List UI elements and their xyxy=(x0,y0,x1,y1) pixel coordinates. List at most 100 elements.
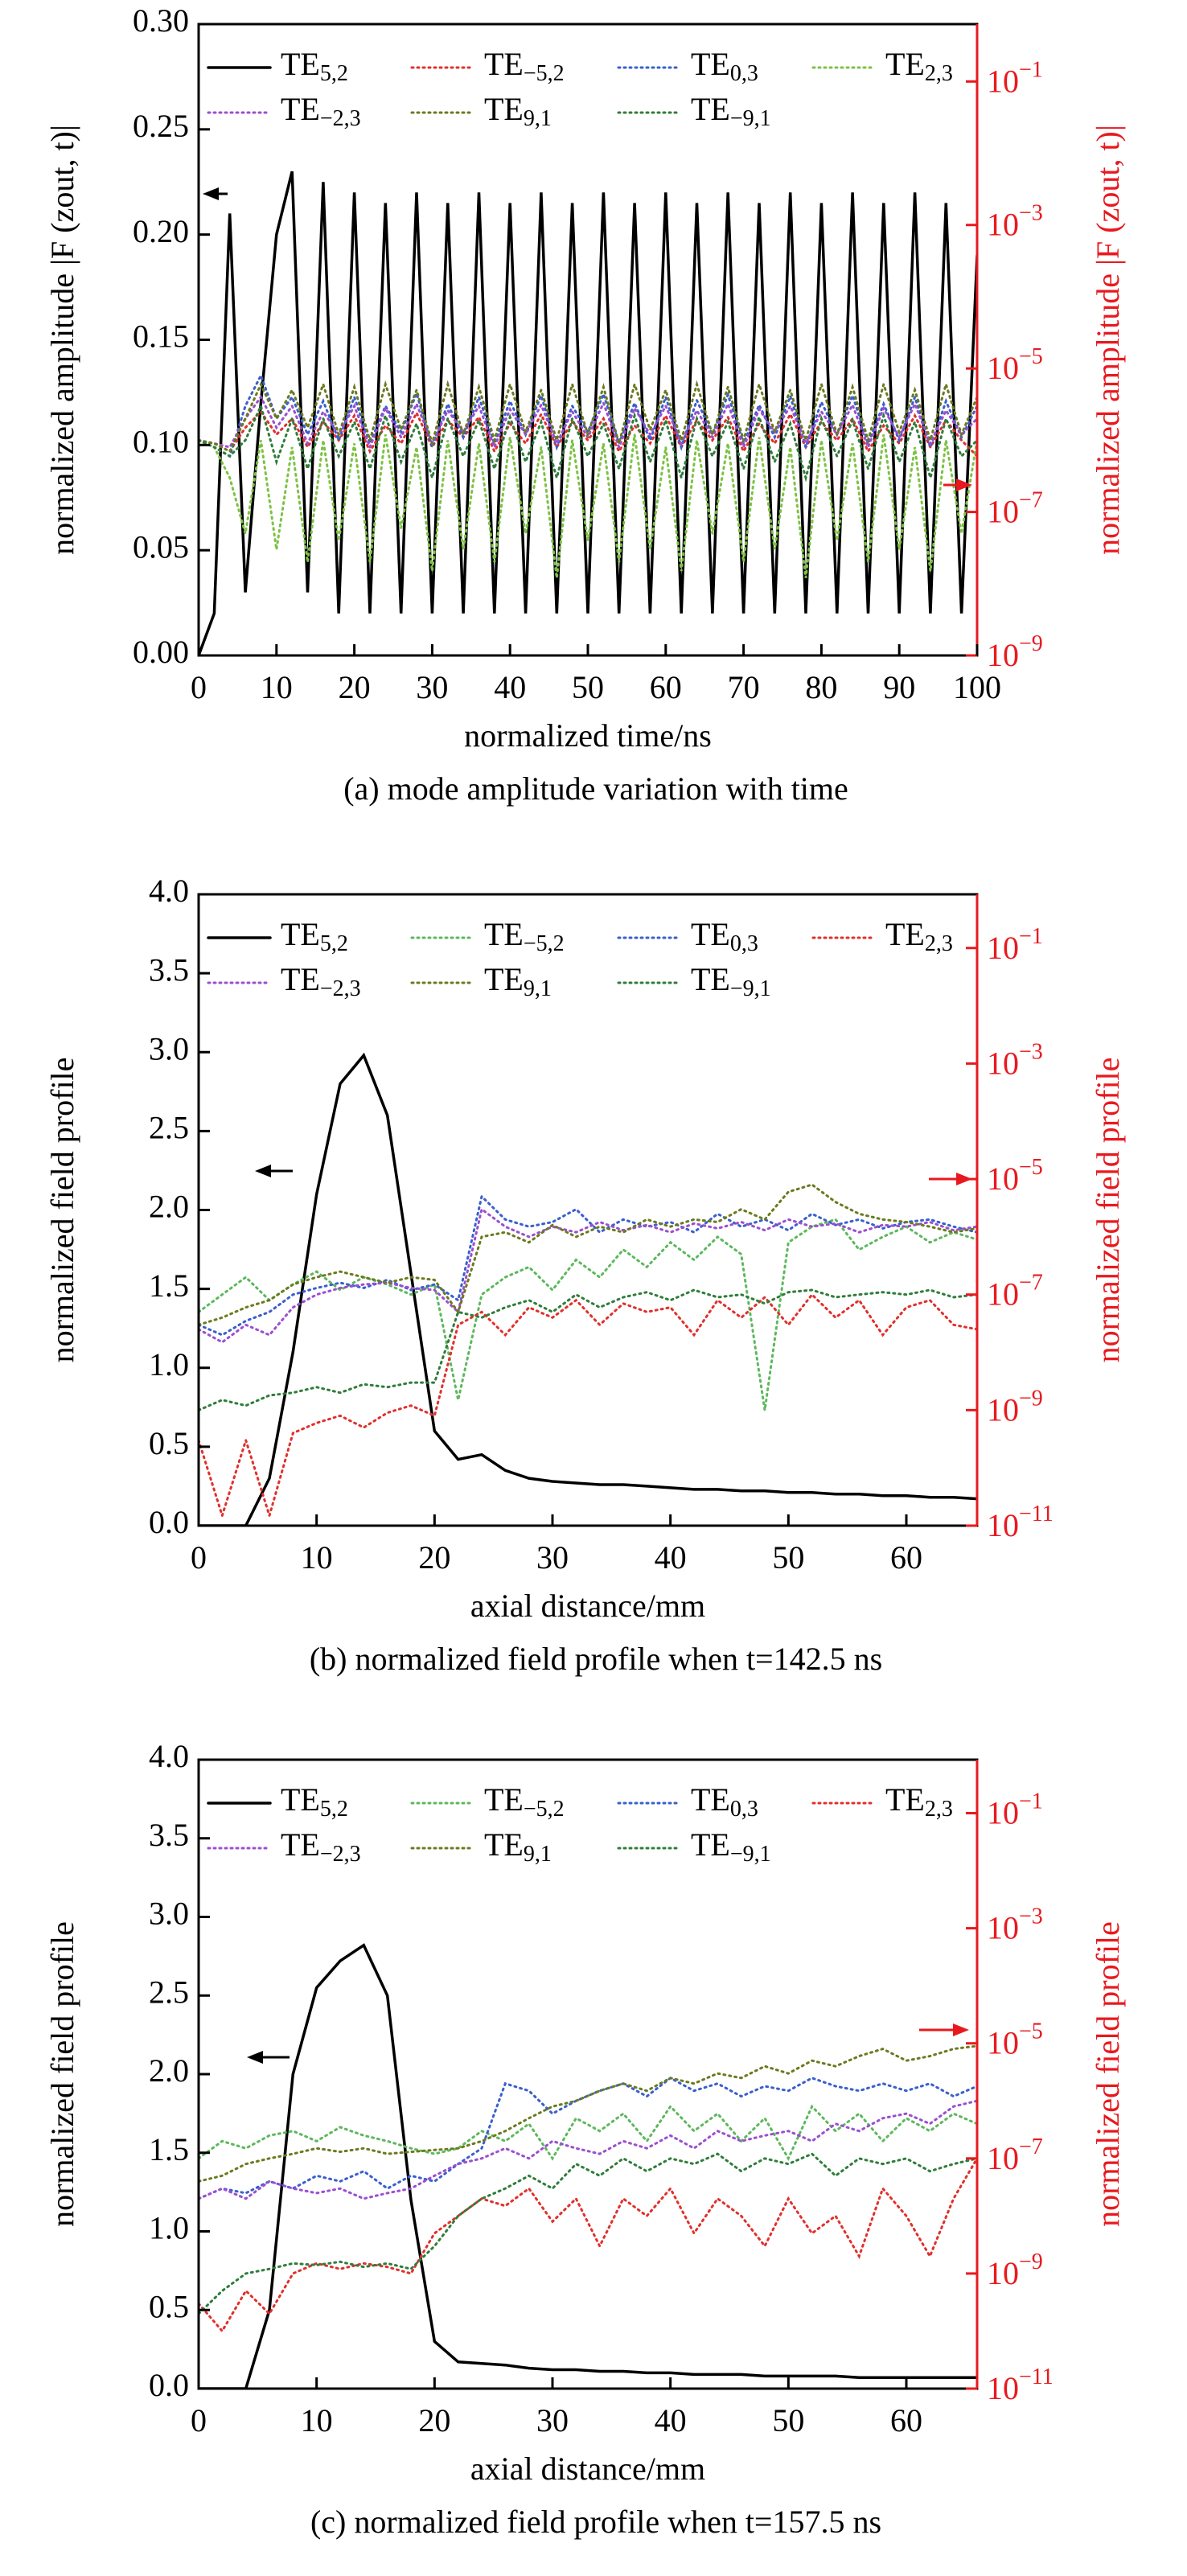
x-tick-label: 50 xyxy=(772,2402,804,2438)
y-tick-label: 0.00 xyxy=(133,634,189,670)
x-tick-label: 40 xyxy=(655,2402,687,2438)
caption: (a) mode amplitude variation with time xyxy=(343,770,848,807)
y-tick-label: 0.25 xyxy=(133,108,189,144)
x-tick-label: 50 xyxy=(772,1539,804,1576)
x-tick-label: 80 xyxy=(805,669,837,705)
legend-label: TE2,3 xyxy=(885,46,953,86)
legend-label: TE5,2 xyxy=(281,46,348,86)
y-tick-label: 2.0 xyxy=(149,1189,189,1225)
legend-label: TE−5,2 xyxy=(484,916,565,956)
y-tick-label: 3.0 xyxy=(149,1030,189,1066)
y-tick-label: 3.0 xyxy=(149,1896,189,1932)
y2-tick-label: 10−1 xyxy=(987,1789,1043,1831)
x-tick-label: 60 xyxy=(890,2402,922,2438)
series-line xyxy=(199,1207,977,1344)
x-tick-label: 10 xyxy=(261,669,293,705)
x-tick-label: 0 xyxy=(191,2402,207,2438)
x-tick-label: 20 xyxy=(418,2402,450,2438)
x-tick-label: 40 xyxy=(494,669,526,705)
x-tick-label: 30 xyxy=(416,669,448,705)
x-axis-label: axial distance/mm xyxy=(470,2451,705,2487)
y2-axis-label: normalized field profile xyxy=(1090,1058,1126,1363)
y2-tick-label: 10−1 xyxy=(987,924,1043,966)
x-axis-label: axial distance/mm xyxy=(470,1588,705,1624)
x-tick-label: 60 xyxy=(650,669,682,705)
y2-tick-label: 10−7 xyxy=(987,2134,1043,2176)
series-line xyxy=(199,1288,977,1411)
y2-tick-label: 10−5 xyxy=(987,2019,1043,2061)
y2-tick-label: 10−5 xyxy=(987,1155,1043,1197)
y2-tick-label: 10−11 xyxy=(987,1502,1054,1543)
series-line xyxy=(199,2152,977,2315)
y2-tick-label: 10−9 xyxy=(987,2249,1043,2291)
y-tick-label: 0.20 xyxy=(133,213,189,249)
y-axis-label: normalized amplitude |F (zout, t)| xyxy=(44,125,80,555)
x-tick-label: 20 xyxy=(339,669,371,705)
y-tick-label: 0.0 xyxy=(149,2367,189,2403)
series-line xyxy=(199,1218,977,1411)
y2-axis-label: normalized field profile xyxy=(1090,1921,1126,2227)
y2-tick-label: 10−5 xyxy=(987,345,1043,387)
legend-label: TE−9,1 xyxy=(691,961,771,1001)
series-line xyxy=(199,1194,977,1337)
x-tick-label: 30 xyxy=(536,2402,569,2438)
y-tick-label: 2.5 xyxy=(149,1110,189,1146)
caption: (b) normalized field profile when t=142.… xyxy=(310,1641,882,1677)
y-tick-label: 0.15 xyxy=(133,318,189,355)
arrowhead xyxy=(956,1173,972,1185)
y-tick-label: 0.5 xyxy=(149,2288,189,2324)
legend-label: TE−2,3 xyxy=(281,961,361,1001)
legend-label: TE0,3 xyxy=(691,1781,758,1822)
x-tick-label: 70 xyxy=(728,669,760,705)
x-tick-label: 100 xyxy=(953,669,1001,705)
series-line xyxy=(199,171,977,655)
y2-tick-label: 10−9 xyxy=(987,631,1043,673)
y-tick-label: 0.05 xyxy=(133,528,189,565)
series-line xyxy=(199,1183,977,1326)
series-line xyxy=(199,402,977,483)
y-tick-label: 0.0 xyxy=(149,1504,189,1540)
legend-label: TE−9,1 xyxy=(691,1826,771,1867)
arrowhead xyxy=(956,479,972,491)
legend-label: TE9,1 xyxy=(484,91,552,131)
legend-label: TE5,2 xyxy=(281,1781,348,1822)
legend-label: TE−5,2 xyxy=(484,46,565,86)
series-line xyxy=(199,2104,977,2162)
y2-tick-label: 10−7 xyxy=(987,1271,1043,1313)
legend-label: TE−2,3 xyxy=(281,1826,361,1867)
y-tick-label: 4.0 xyxy=(149,873,189,909)
legend-label: TE9,1 xyxy=(484,1826,552,1867)
y-tick-label: 2.0 xyxy=(149,2052,189,2089)
arrowhead xyxy=(953,2023,969,2036)
legend-label: TE−5,2 xyxy=(484,1781,565,1822)
y2-tick-label: 10−1 xyxy=(987,58,1043,100)
x-tick-label: 0 xyxy=(191,669,207,705)
legend-label: TE5,2 xyxy=(281,916,348,956)
y-tick-label: 1.5 xyxy=(149,2131,189,2167)
y-axis-label: normalized field profile xyxy=(44,1921,80,2227)
y-tick-label: 2.5 xyxy=(149,1974,189,2010)
y-tick-label: 0.30 xyxy=(133,2,189,39)
series-line xyxy=(199,1292,977,1520)
y-tick-label: 3.5 xyxy=(149,1817,189,1853)
legend-label: TE9,1 xyxy=(484,961,552,1001)
x-tick-label: 20 xyxy=(418,1539,450,1576)
x-tick-label: 10 xyxy=(301,2402,333,2438)
legend-label: TE0,3 xyxy=(691,46,758,86)
series-line xyxy=(199,2099,977,2200)
y2-tick-label: 10−7 xyxy=(987,488,1043,530)
y2-tick-label: 10−11 xyxy=(987,2364,1054,2406)
legend-label: TE2,3 xyxy=(885,1781,953,1822)
y2-tick-label: 10−9 xyxy=(987,1387,1043,1428)
series-line xyxy=(199,409,977,458)
y-tick-label: 1.0 xyxy=(149,2210,189,2246)
x-axis-label: normalized time/ns xyxy=(464,717,712,754)
arrowhead xyxy=(203,187,219,200)
y2-axis-label: normalized amplitude |F (zout, t)| xyxy=(1090,125,1126,555)
legend-label: TE2,3 xyxy=(885,916,953,956)
arrowhead xyxy=(255,1165,271,1177)
legend-label: TE−2,3 xyxy=(281,91,361,131)
arrowhead xyxy=(247,2051,263,2064)
y-tick-label: 1.0 xyxy=(149,1346,189,1382)
y-tick-label: 4.0 xyxy=(149,1738,189,1774)
